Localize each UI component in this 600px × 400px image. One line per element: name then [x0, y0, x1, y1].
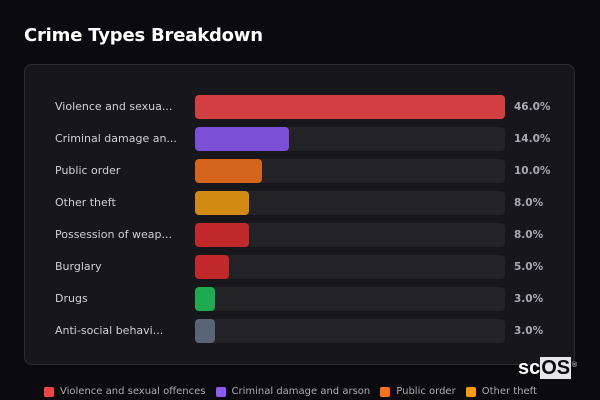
chart-title: Crime Types Breakdown: [24, 25, 263, 46]
bar-value: 46.0%: [514, 101, 551, 113]
bar-value: 5.0%: [514, 261, 544, 273]
legend-label: Violence and sexual offences: [60, 386, 206, 397]
bar-row: Violence and sexua... 46.0%: [25, 95, 574, 119]
bar-track: [195, 127, 505, 151]
legend-swatch: [380, 386, 391, 397]
bar-label: Violence and sexua...: [55, 100, 173, 113]
bar-label: Public order: [55, 164, 121, 177]
bar-track: [195, 287, 505, 311]
bar-fill[interactable]: [195, 159, 263, 183]
brand-prefix: sc: [518, 357, 541, 379]
bar-fill[interactable]: [195, 255, 229, 279]
registered-mark: ®: [571, 362, 578, 369]
bar-row: Other theft 8.0%: [25, 191, 574, 215]
bar-fill[interactable]: [195, 127, 290, 151]
bar-value: 8.0%: [514, 197, 544, 209]
bar-fill[interactable]: [195, 319, 216, 343]
bar-label: Drugs: [55, 292, 88, 305]
bar-track: [195, 319, 505, 343]
legend-item[interactable]: Other theft: [465, 386, 537, 397]
bar-row: Drugs 3.0%: [25, 287, 574, 311]
legend-label: Public order: [396, 386, 456, 397]
bar-fill[interactable]: [195, 287, 216, 311]
bar-fill[interactable]: [195, 223, 249, 247]
bar-value: 14.0%: [514, 133, 551, 145]
legend-swatch: [215, 386, 226, 397]
bar-track: [195, 223, 505, 247]
bar-track: [195, 95, 505, 119]
bar-label: Criminal damage an...: [55, 132, 177, 145]
legend-item[interactable]: Violence and sexual offences: [44, 386, 206, 397]
chart-panel: Violence and sexua... 46.0% Criminal dam…: [24, 64, 575, 365]
bar-value: 3.0%: [514, 325, 544, 337]
bar-value: 3.0%: [514, 293, 544, 305]
bar-row: Possession of weap... 8.0%: [25, 223, 574, 247]
bar-track: [195, 255, 505, 279]
bar-track: [195, 191, 505, 215]
bar-fill[interactable]: [195, 191, 249, 215]
legend-item[interactable]: Criminal damage and arson: [215, 386, 371, 397]
bar-label: Burglary: [55, 260, 102, 273]
bar-row: Anti-social behavi... 3.0%: [25, 319, 574, 343]
bar-value: 8.0%: [514, 229, 544, 241]
bar-label: Anti-social behavi...: [55, 324, 164, 337]
bar-row: Burglary 5.0%: [25, 255, 574, 279]
legend-swatch: [44, 386, 54, 397]
bar-fill[interactable]: [195, 95, 505, 119]
bar-label: Possession of weap...: [55, 228, 172, 241]
brand-suffix: OS: [540, 357, 572, 379]
chart-legend: Violence and sexual offences Criminal da…: [44, 386, 547, 397]
bar-track: [195, 159, 505, 183]
bar-value: 10.0%: [514, 165, 551, 177]
bar-label: Other theft: [55, 196, 116, 209]
bar-row: Criminal damage an... 14.0%: [25, 127, 574, 151]
legend-label: Criminal damage and arson: [231, 386, 371, 397]
brand-logo: scOS ®: [518, 357, 577, 379]
legend-swatch: [465, 386, 476, 397]
legend-label: Other theft: [481, 386, 537, 397]
bar-row: Public order 10.0%: [25, 159, 574, 183]
legend-item[interactable]: Public order: [380, 386, 456, 397]
